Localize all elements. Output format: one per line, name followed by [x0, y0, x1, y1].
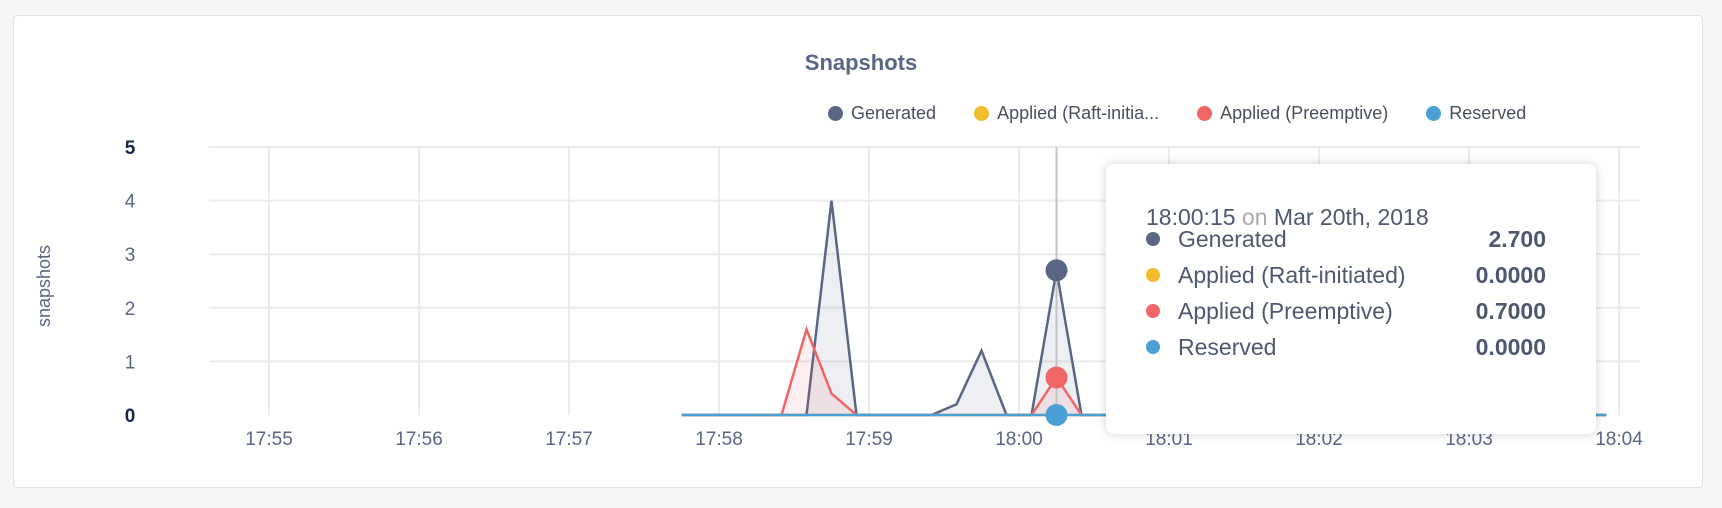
legend-label: Generated — [851, 103, 937, 123]
legend-item-generated[interactable]: Generated — [828, 103, 936, 124]
legend-item-reserved[interactable]: Reserved — [1426, 103, 1526, 124]
legend-item-applied-preemptive[interactable]: Applied (Preemptive) — [1197, 103, 1388, 124]
x-tick-label: 18:04 — [1595, 429, 1643, 450]
tooltip-header: 18:00:15 on Mar 20th, 2018 — [1146, 204, 1429, 231]
legend-label: Reserved — [1449, 103, 1527, 123]
tooltip: 18:00:15 on Mar 20th, 2018 Generated 2.70… — [1106, 164, 1596, 434]
x-tick-label: 18:02 — [1295, 429, 1343, 450]
tooltip-on: on — [1241, 204, 1268, 230]
tooltip-row-generated: Generated 2.700 — [1146, 224, 1546, 254]
tooltip-row-applied-preemptive: Applied (Preemptive) 0.7000 — [1146, 296, 1546, 326]
series-line — [681, 200, 1607, 417]
y-tick-label: 5 — [125, 138, 136, 159]
chart-title: Snapshots — [804, 50, 918, 75]
legend-dot — [974, 106, 990, 121]
series-dot — [1146, 232, 1160, 246]
x-tick-label: 17:59 — [845, 429, 893, 450]
x-tick-label: 18:01 — [1145, 429, 1193, 450]
legend-dot — [1197, 106, 1213, 121]
tooltip-label: Reserved — [1178, 333, 1277, 360]
y-tick-label: 2 — [125, 299, 136, 320]
legend-item-applied-raft[interactable]: Applied (Raft-initia... — [974, 103, 1159, 124]
tooltip-label: Applied (Preemptive) — [1178, 297, 1393, 324]
y-tick-label: 1 — [125, 352, 136, 373]
y-tick-label: 3 — [125, 245, 136, 266]
legend: Generated Applied (Raft-initia... Applie… — [828, 103, 1526, 124]
tooltip-row-reserved: Reserved 0.0000 — [1146, 332, 1546, 362]
tooltip-value: 0.0000 — [1475, 261, 1546, 288]
tooltip-value: 2.700 — [1488, 225, 1546, 252]
x-tick-label: 17:58 — [695, 429, 743, 450]
legend-label: Applied (Raft-initia... — [997, 103, 1160, 123]
hover-point — [1045, 404, 1068, 426]
tooltip-value: 0.7000 — [1475, 297, 1546, 324]
legend-dot — [1426, 106, 1442, 121]
hover-point — [1045, 366, 1068, 389]
tooltip-row-applied-raft: Applied (Raft-initiated) 0.0000 — [1146, 260, 1546, 290]
tooltip-date: Mar 20th, 2018 — [1273, 204, 1429, 230]
x-tick-label: 18:03 — [1445, 429, 1493, 450]
tooltip-label: Applied (Raft-initiated) — [1178, 261, 1406, 288]
tooltip-value: 0.0000 — [1475, 333, 1546, 360]
x-tick-label: 17:56 — [395, 429, 443, 450]
series-dot — [1146, 304, 1160, 318]
hover-point — [1045, 259, 1068, 282]
y-tick-label: 4 — [125, 192, 136, 213]
legend-dot — [828, 106, 843, 121]
series-dot — [1146, 268, 1160, 282]
x-tick-label: 18:00 — [995, 429, 1043, 450]
legend-label: Applied (Preemptive) — [1220, 103, 1389, 123]
tooltip-time: 18:00:15 — [1146, 204, 1236, 230]
x-tick-label: 17:55 — [245, 429, 293, 450]
tooltip-label: Generated — [1178, 225, 1287, 252]
series-dot — [1146, 340, 1160, 354]
x-tick-label: 17:57 — [545, 429, 593, 450]
y-tick-label: 0 — [125, 406, 136, 427]
